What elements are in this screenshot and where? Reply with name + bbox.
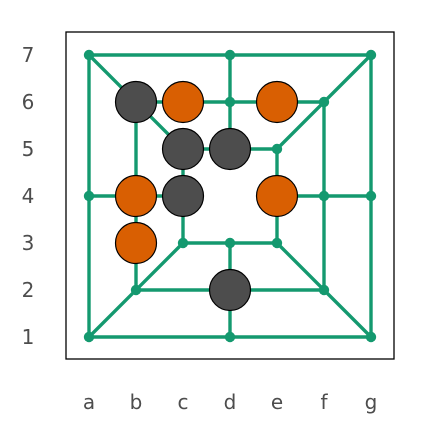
file-label-e: e bbox=[271, 390, 283, 414]
board-point-d3[interactable] bbox=[224, 237, 236, 249]
board-point-f6[interactable] bbox=[318, 96, 330, 108]
orange-piece-e4[interactable] bbox=[255, 174, 299, 218]
orange-piece-b3[interactable] bbox=[114, 221, 158, 265]
file-label-d: d bbox=[224, 390, 237, 414]
board-point-c3[interactable] bbox=[177, 237, 189, 249]
board-point-a7[interactable] bbox=[83, 49, 95, 61]
board-point-g4[interactable] bbox=[365, 190, 377, 202]
rank-label-2: 2 bbox=[22, 278, 35, 302]
rank-label-7: 7 bbox=[22, 43, 35, 67]
rank-label-4: 4 bbox=[22, 184, 35, 208]
orange-piece-c6[interactable] bbox=[161, 80, 205, 124]
rank-label-6: 6 bbox=[22, 90, 35, 114]
board-point-f4[interactable] bbox=[318, 190, 330, 202]
board-point-a1[interactable] bbox=[83, 331, 95, 343]
board-point-b2[interactable] bbox=[130, 284, 142, 296]
file-label-g: g bbox=[365, 390, 378, 414]
board-point-f2[interactable] bbox=[318, 284, 330, 296]
dark-piece-d5[interactable] bbox=[208, 127, 252, 171]
rank-label-3: 3 bbox=[22, 231, 35, 255]
board-point-d6[interactable] bbox=[224, 96, 236, 108]
board-point-d1[interactable] bbox=[224, 331, 236, 343]
orange-piece-b4[interactable] bbox=[114, 174, 158, 218]
board-frame bbox=[65, 31, 395, 360]
board-point-g1[interactable] bbox=[365, 331, 377, 343]
file-label-c: c bbox=[178, 390, 189, 414]
orange-piece-e6[interactable] bbox=[255, 80, 299, 124]
file-label-f: f bbox=[320, 390, 328, 414]
board-point-e5[interactable] bbox=[271, 143, 283, 155]
dark-piece-d2[interactable] bbox=[208, 268, 252, 312]
file-label-b: b bbox=[130, 390, 143, 414]
dark-piece-b6[interactable] bbox=[114, 80, 158, 124]
dark-piece-c5[interactable] bbox=[161, 127, 205, 171]
board-point-a4[interactable] bbox=[83, 190, 95, 202]
file-label-a: a bbox=[83, 390, 95, 414]
rank-label-1: 1 bbox=[22, 325, 35, 349]
board-point-d7[interactable] bbox=[224, 49, 236, 61]
file-labels: a b c d e f g bbox=[83, 390, 377, 414]
board-point-e3[interactable] bbox=[271, 237, 283, 249]
board-point-g7[interactable] bbox=[365, 49, 377, 61]
pieces bbox=[114, 80, 299, 312]
rank-labels: 1 2 3 4 5 6 7 bbox=[22, 43, 35, 349]
rank-label-5: 5 bbox=[22, 137, 35, 161]
dark-piece-c4[interactable] bbox=[161, 174, 205, 218]
